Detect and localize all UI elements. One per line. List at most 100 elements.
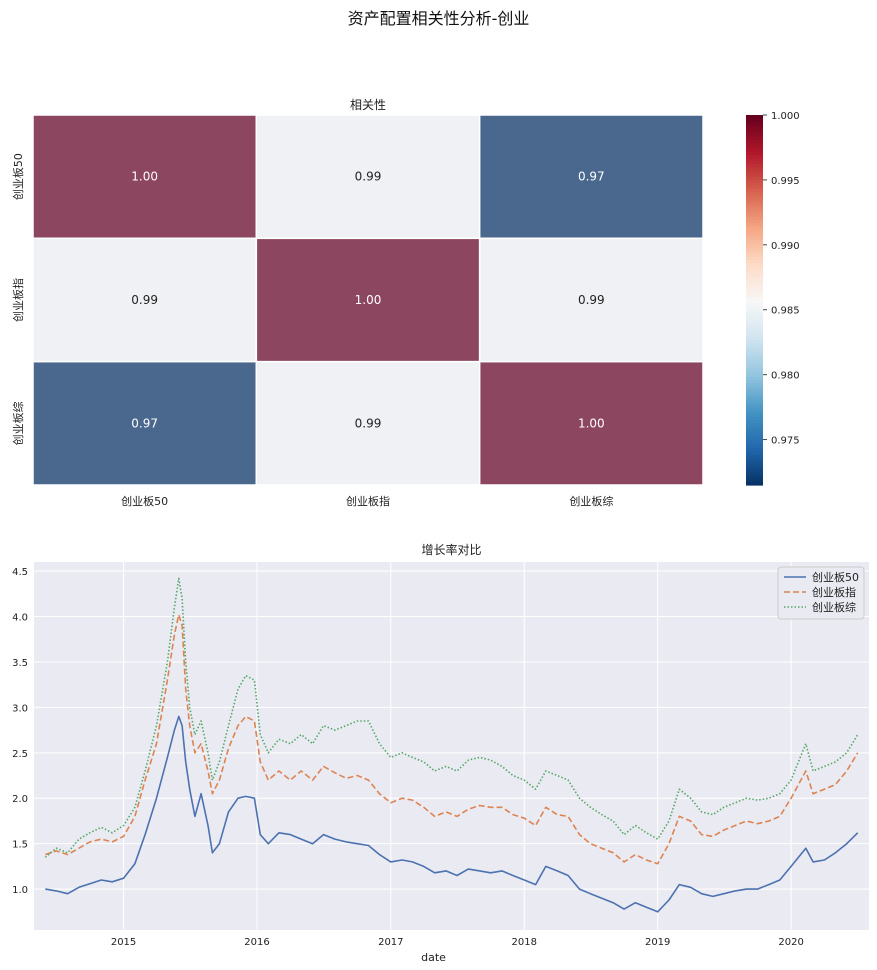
colorbar-segment: [746, 478, 763, 483]
colorbar-segment: [746, 303, 763, 307]
colorbar-segment: [746, 429, 763, 434]
colorbar-segment: [746, 266, 763, 270]
y-tick-label: 3.0: [12, 703, 28, 714]
colorbar-tick-label: 0.980: [771, 371, 800, 382]
colorbar-segment: [746, 423, 763, 428]
colorbar-segment: [746, 370, 763, 375]
colorbar-segment: [746, 185, 763, 190]
colorbar-segment: [746, 158, 763, 162]
colorbar-segment: [746, 176, 763, 181]
colorbar-segment: [746, 259, 763, 264]
series-line: [44, 577, 859, 858]
heatmap-cell: [478, 360, 704, 486]
heatmap-cell-label: 1.00: [131, 170, 158, 184]
y-tick-label: 3.5: [12, 658, 28, 669]
heatmap-cell-label: 0.99: [578, 293, 605, 307]
colorbar-segment: [746, 454, 763, 458]
colorbar-segment: [746, 284, 763, 289]
colorbar-segment: [746, 315, 763, 320]
x-tick-label: 2019: [645, 937, 670, 948]
colorbar-segment: [746, 198, 763, 202]
colorbar-tick-label: 0.995: [771, 176, 800, 187]
colorbar-segment: [746, 293, 763, 298]
colorbar-segment: [746, 364, 763, 369]
colorbar-segment: [746, 374, 763, 378]
colorbar-segment: [746, 201, 763, 206]
legend-box: [777, 566, 865, 620]
colorbar-segment: [746, 235, 763, 239]
heatmap-cell-label: 0.99: [355, 416, 382, 430]
legend-label: 创业板50: [812, 570, 859, 584]
series-line: [45, 715, 859, 913]
heatmap-cell-label: 1.00: [355, 293, 382, 307]
colorbar-segment: [746, 463, 763, 468]
legend-label: 创业板综: [812, 600, 856, 614]
colorbar-segment: [746, 296, 763, 301]
colorbar-segment: [746, 300, 763, 304]
colorbar-segment: [746, 121, 763, 125]
colorbar-segment: [746, 229, 763, 233]
heatmap-cell-label: 0.99: [131, 293, 158, 307]
colorbar-segment: [746, 401, 763, 406]
colorbar-segment: [746, 340, 763, 344]
colorbar-segment: [746, 448, 763, 452]
colorbar-segment: [746, 333, 763, 338]
colorbar-segment: [746, 392, 763, 397]
colorbar-segment: [746, 238, 763, 243]
colorbar-segment: [746, 337, 763, 341]
colorbar-segment: [746, 192, 763, 196]
colorbar-segment: [746, 389, 763, 394]
colorbar-segment: [746, 318, 763, 323]
colorbar-segment: [746, 306, 763, 310]
line-chart-title: 增长率对比: [421, 542, 481, 557]
heatmap-title: 相关性: [350, 98, 386, 112]
colorbar-segment: [746, 118, 763, 122]
heatmap-cell-label: 0.97: [578, 170, 605, 184]
colorbar-segment: [746, 407, 763, 412]
colorbar-segment: [746, 167, 763, 172]
colorbar-segment: [746, 213, 763, 218]
colorbar-segment: [746, 309, 763, 313]
heatmap-y-tick-label: 创业板指: [11, 278, 25, 322]
heatmap-cell: [32, 360, 258, 486]
colorbar-tick-label: 0.985: [771, 306, 800, 317]
colorbar-segment: [746, 250, 763, 255]
colorbar-segment: [746, 346, 763, 350]
colorbar-segment: [746, 321, 763, 326]
colorbar-segment: [746, 152, 763, 156]
colorbar-segment: [746, 312, 763, 317]
colorbar: 1.000 0.995 0.990 0.985 0.980 0.975: [746, 111, 800, 486]
colorbar-segment: [746, 204, 763, 209]
colorbar-segment: [746, 411, 763, 415]
colorbar-segment: [746, 367, 763, 372]
colorbar-segment: [746, 130, 763, 135]
colorbar-segment: [746, 444, 763, 449]
colorbar-segment: [746, 136, 763, 141]
colorbar-segment: [746, 278, 763, 283]
colorbar-segment: [746, 133, 763, 138]
colorbar-segment: [746, 361, 763, 366]
heatmap-cell: [255, 360, 481, 486]
colorbar-segment: [746, 148, 763, 153]
series-line: [45, 613, 859, 865]
x-tick-label: 2018: [512, 937, 537, 948]
colorbar-segment: [746, 327, 763, 332]
colorbar-segment: [746, 426, 763, 431]
colorbar-tick-label: 1.000: [771, 111, 800, 122]
heatmap-cell: [478, 237, 704, 363]
colorbar-segment: [746, 386, 763, 391]
y-tick-label: 1.0: [12, 885, 28, 896]
colorbar-segment: [746, 173, 763, 178]
y-tick-label: 2.0: [12, 794, 28, 805]
colorbar-segment: [746, 466, 763, 471]
colorbar-segment: [746, 244, 763, 249]
y-tick-label: 4.5: [12, 567, 28, 578]
colorbar-segment: [746, 352, 763, 357]
x-tick-label: 2015: [111, 937, 136, 948]
heatmap-y-tick-label: 创业板综: [11, 401, 25, 445]
colorbar-segment: [746, 127, 763, 132]
colorbar-segment: [746, 222, 763, 227]
colorbar-segment: [746, 216, 763, 221]
